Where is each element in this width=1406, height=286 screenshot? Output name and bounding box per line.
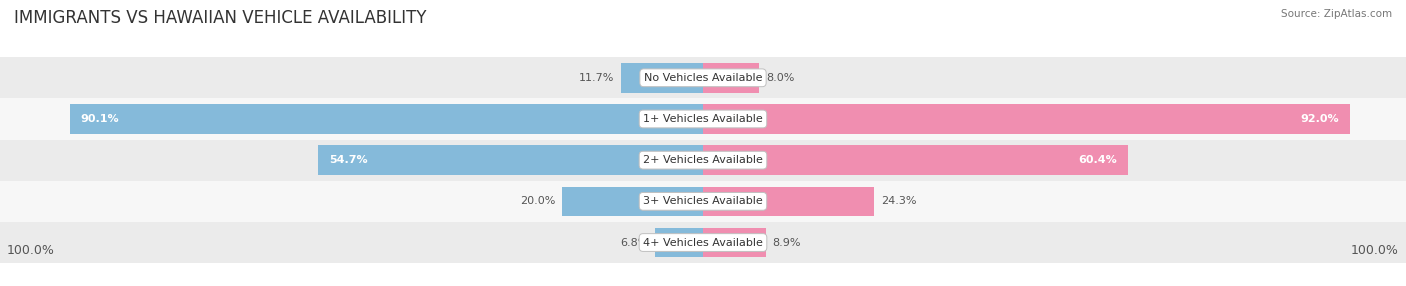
Text: 92.0%: 92.0% [1301,114,1340,124]
Text: 60.4%: 60.4% [1078,155,1118,165]
Text: 2+ Vehicles Available: 2+ Vehicles Available [643,155,763,165]
Text: IMMIGRANTS VS HAWAIIAN VEHICLE AVAILABILITY: IMMIGRANTS VS HAWAIIAN VEHICLE AVAILABIL… [14,9,426,27]
Bar [69,104,703,134]
Bar [318,145,703,175]
Bar [703,145,1128,175]
Text: 90.1%: 90.1% [80,114,118,124]
Bar [0,181,1406,222]
Text: 6.8%: 6.8% [620,238,648,247]
Text: 3+ Vehicles Available: 3+ Vehicles Available [643,196,763,206]
Text: 1+ Vehicles Available: 1+ Vehicles Available [643,114,763,124]
Text: 8.9%: 8.9% [773,238,801,247]
Text: Source: ZipAtlas.com: Source: ZipAtlas.com [1281,9,1392,19]
Text: 100.0%: 100.0% [1351,245,1399,257]
Text: 24.3%: 24.3% [880,196,917,206]
Bar [655,228,703,257]
Bar [0,140,1406,181]
Bar [621,63,703,93]
Bar [0,98,1406,140]
Text: 20.0%: 20.0% [520,196,555,206]
Bar [0,222,1406,263]
Text: 54.7%: 54.7% [329,155,367,165]
Text: 100.0%: 100.0% [7,245,55,257]
Text: 4+ Vehicles Available: 4+ Vehicles Available [643,238,763,247]
Bar [562,186,703,216]
Text: No Vehicles Available: No Vehicles Available [644,73,762,83]
Bar [703,104,1350,134]
Bar [703,186,873,216]
Bar [0,57,1406,98]
Text: 8.0%: 8.0% [766,73,794,83]
Text: 11.7%: 11.7% [578,73,614,83]
Bar [703,228,765,257]
Bar [703,63,759,93]
